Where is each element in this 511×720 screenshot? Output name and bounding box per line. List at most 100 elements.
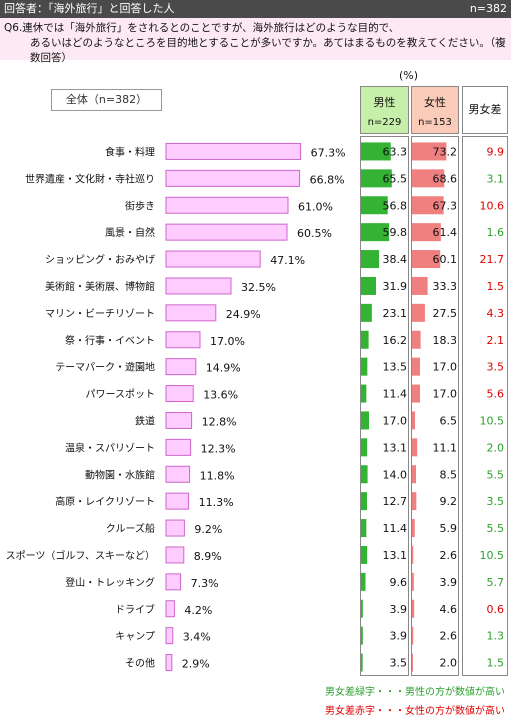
female-bar <box>412 276 428 295</box>
female-value-label: 61.4 <box>433 226 458 239</box>
male-bar <box>361 411 369 430</box>
category-label: スポーツ（ゴルフ、スキーなど） <box>6 549 155 562</box>
diff-value-label: 5.7 <box>487 576 505 589</box>
category-label: 高原・レイクリゾート <box>55 495 155 508</box>
female-value-label: 8.5 <box>440 468 458 481</box>
diff-value-label: 1.5 <box>487 280 505 293</box>
male-value-label: 3.9 <box>390 603 408 616</box>
total-bar <box>165 385 194 403</box>
male-value-label: 65.5 <box>383 172 408 185</box>
question-box: Q6.連休では「海外旅行」をされるとのことですが、海外旅行はどのような目的で、 … <box>0 18 511 64</box>
female-column-frame <box>411 136 459 676</box>
female-bar <box>412 572 414 591</box>
male-value-label: 38.4 <box>383 253 408 266</box>
category-label: キャンプ <box>115 631 155 643</box>
male-bar <box>361 384 367 403</box>
female-bar <box>412 250 441 269</box>
female-header-label: 女性 <box>424 96 446 109</box>
female-bar <box>412 545 414 564</box>
male-value-label: 13.5 <box>383 361 408 374</box>
male-bar <box>361 599 363 618</box>
diff-value-label: 1.5 <box>487 657 505 670</box>
male-bar <box>361 250 380 269</box>
female-bar <box>412 519 415 538</box>
female-value-label: 9.2 <box>440 495 458 508</box>
total-bar <box>165 492 190 510</box>
male-value-label: 11.4 <box>383 388 408 401</box>
question-line-2: あるいはどのようなところを目的地とすることが多いですか。あてはまるものを教えてく… <box>30 37 506 64</box>
female-value-label: 18.3 <box>433 334 458 347</box>
total-bar <box>165 250 261 268</box>
diff-value-label: 1.3 <box>487 630 505 643</box>
male-column-frame <box>360 136 409 676</box>
diff-value-label: 10.5 <box>480 549 505 562</box>
total-value-label: 24.9% <box>226 308 261 321</box>
total-bar <box>165 142 302 160</box>
male-value-label: 16.2 <box>383 334 408 347</box>
female-bar <box>412 626 414 645</box>
total-value-label: 9.2% <box>194 523 222 536</box>
legend-green: 男女差緑字・・・男性の方が数値が高い <box>325 687 505 698</box>
female-bar <box>412 330 421 349</box>
diff-value-label: 3.5 <box>487 495 505 508</box>
female-bar <box>412 465 416 484</box>
female-value-label: 5.9 <box>440 522 458 535</box>
male-bar <box>361 626 363 645</box>
male-value-label: 56.8 <box>383 199 408 212</box>
total-value-label: 61.0% <box>298 200 333 213</box>
diff-value-label: 1.6 <box>487 226 505 239</box>
question-line-1: Q6.連休では「海外旅行」をされるとのことですが、海外旅行はどのような目的で、 <box>4 22 400 34</box>
female-value-label: 60.1 <box>433 253 458 266</box>
total-bar <box>165 169 301 187</box>
female-bar <box>412 303 425 322</box>
total-bar <box>165 277 232 295</box>
category-label: 祭・行事・イベント <box>65 334 155 347</box>
female-header-n: n=153 <box>418 117 452 128</box>
male-header-n: n=229 <box>367 117 402 128</box>
male-value-label: 3.5 <box>390 657 408 670</box>
female-bar <box>412 142 447 161</box>
diff-column-header: 男女差 <box>462 86 508 134</box>
total-value-label: 11.8% <box>200 469 235 482</box>
total-value-label: 14.9% <box>206 362 241 375</box>
diff-value-label: 5.5 <box>487 522 505 535</box>
male-bar <box>361 492 367 511</box>
total-bar <box>165 438 192 456</box>
female-column-header: 女性 n=153 <box>411 86 459 134</box>
total-label-box: 全体（n=382） <box>51 89 162 111</box>
male-bar <box>361 653 363 672</box>
total-bar <box>165 358 197 376</box>
diff-value-label: 9.9 <box>487 145 505 158</box>
male-value-label: 63.3 <box>383 145 408 158</box>
diff-value-label: 4.3 <box>487 307 505 320</box>
female-value-label: 11.1 <box>433 441 458 454</box>
male-value-label: 59.8 <box>383 226 408 239</box>
female-bar <box>412 169 445 188</box>
category-label: 温泉・スパリゾート <box>65 441 155 454</box>
male-bar <box>361 142 391 161</box>
total-value-label: 2.9% <box>182 658 210 671</box>
female-value-label: 67.3 <box>433 199 458 212</box>
legend-red: 男女差赤字・・・女性の方が数値が高い <box>325 706 505 717</box>
female-value-label: 3.9 <box>440 576 458 589</box>
total-value-label: 17.0% <box>210 335 245 348</box>
female-value-label: 2.6 <box>440 549 458 562</box>
male-bar <box>361 438 368 457</box>
category-label: パワースポット <box>86 389 156 401</box>
total-value-label: 32.5% <box>241 281 276 294</box>
male-column-header: 男性 n=229 <box>360 86 409 134</box>
female-bar <box>412 196 444 215</box>
category-label: ドライブ <box>115 603 155 616</box>
male-bar <box>361 276 376 295</box>
male-bar <box>361 169 392 188</box>
category-label: テーマパーク・遊園地 <box>55 361 155 374</box>
total-value-label: 47.1% <box>270 254 305 267</box>
male-bar <box>361 545 368 564</box>
diff-value-label: 10.6 <box>480 199 505 212</box>
total-bar <box>165 223 288 241</box>
female-bar <box>412 357 420 376</box>
category-label: 鉄道 <box>135 414 155 427</box>
male-value-label: 3.9 <box>390 630 408 643</box>
male-value-label: 31.9 <box>383 280 408 293</box>
